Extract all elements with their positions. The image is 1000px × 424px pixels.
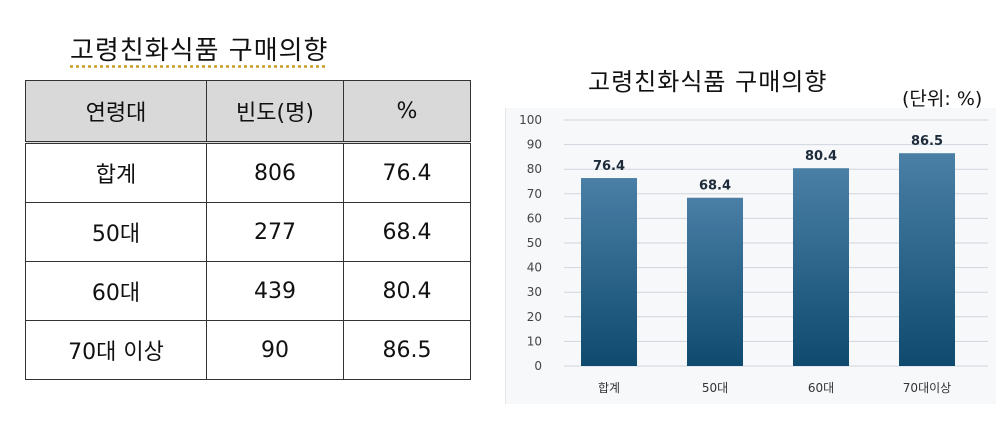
y-tick-label: 10 [527,334,542,348]
cell-age-group: 50대 [25,202,207,262]
cell-frequency: 806 [206,142,344,203]
y-tick-label: 80 [527,162,542,176]
table-row: 60대 439 80.4 [25,261,471,321]
data-label: 80.4 [805,149,837,164]
category-label: 70대이상 [903,381,951,395]
y-tick-label: 0 [534,359,542,373]
cell-age-group: 70대 이상 [25,320,207,380]
table-row: 50대 277 68.4 [25,202,471,262]
header-frequency: 빈도(명) [206,80,344,143]
bar [581,178,637,366]
unit-label: (단위: %) [902,88,983,110]
table-row: 합계 806 76.4 [25,142,471,203]
header-age-group: 연령대 [25,80,207,143]
y-tick-label: 90 [527,138,542,152]
cell-percent: 80.4 [343,261,471,321]
table-row: 70대 이상 90 86.5 [25,320,471,380]
header-percent: % [343,80,471,143]
data-label: 76.4 [593,159,625,174]
cell-percent: 68.4 [343,202,471,262]
y-tick-label: 20 [527,310,542,324]
y-tick-label: 100 [519,113,542,127]
y-tick-label: 40 [527,261,542,275]
category-label: 60대 [808,381,834,395]
data-label: 68.4 [699,179,731,194]
y-tick-label: 60 [527,211,542,225]
cell-percent: 76.4 [343,142,471,203]
y-tick-label: 30 [527,285,542,299]
table-title: 고령친화식품 구매의향 [70,36,329,66]
table-header-row: 연령대 빈도(명) % [25,80,471,143]
bar [687,197,743,366]
data-label: 86.5 [911,134,943,149]
category-label: 50대 [702,381,728,395]
chart-title: 고령친화식품 구매의향 [588,68,828,96]
purchase-intent-table: 연령대 빈도(명) % 합계 806 76.4 50대 277 68.4 60대… [25,80,471,380]
y-tick-label: 70 [527,187,542,201]
chart-area: 0 10 20 30 40 50 60 70 80 90 100 76.4 68.4 80.4 86.5 … [505,108,996,404]
cell-age-group: 60대 [25,261,207,321]
cell-percent: 86.5 [343,320,471,380]
cell-frequency: 90 [206,320,344,380]
category-label: 합계 [598,381,620,395]
bar [899,153,955,366]
cell-age-group: 합계 [25,142,207,203]
y-tick-label: 50 [527,236,542,250]
cell-frequency: 277 [206,202,344,262]
cell-frequency: 439 [206,261,344,321]
bar [793,168,849,366]
